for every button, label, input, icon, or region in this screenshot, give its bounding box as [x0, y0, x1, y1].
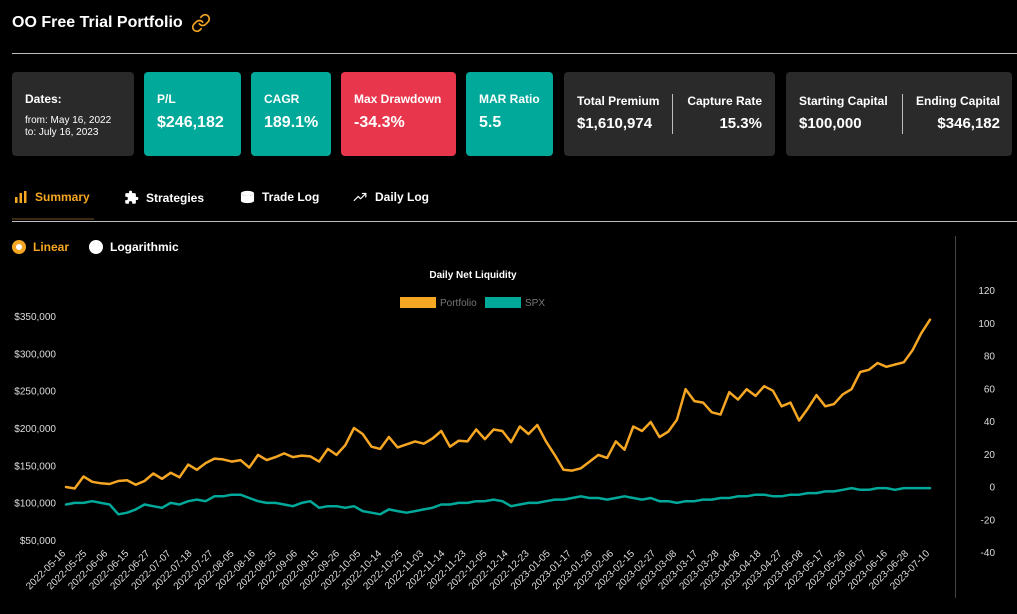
legend-label-spx: SPX — [525, 298, 545, 309]
max-drawdown-value: -34.3% — [354, 114, 405, 131]
cagr-card: CAGR 189.1% — [251, 72, 331, 156]
puzzle-icon — [125, 190, 139, 204]
cagr-label: CAGR — [264, 92, 300, 106]
y-right-tick-label: 0 — [989, 483, 995, 494]
tab-summary[interactable]: Summary — [14, 190, 90, 204]
ending-capital-value: $346,182 — [937, 115, 1000, 132]
tabs-divider — [12, 221, 1017, 222]
radio-linear-dot — [12, 240, 26, 254]
radio-logarithmic[interactable]: Logarithmic — [89, 240, 179, 254]
radio-logarithmic-label: Logarithmic — [110, 240, 179, 254]
max-drawdown-card: Max Drawdown -34.3% — [341, 72, 456, 156]
y-left-tick-label: $350,000 — [14, 312, 56, 323]
dates-label: Dates: — [25, 92, 62, 106]
y-left-tick-label: $200,000 — [14, 424, 56, 435]
total-premium-label: Total Premium — [577, 94, 660, 108]
tab-daily-log-label: Daily Log — [375, 190, 430, 204]
dates-from: from: May 16, 2022 — [25, 115, 112, 126]
tab-strategies-label: Strategies — [146, 190, 205, 205]
database-icon — [240, 190, 255, 204]
tab-summary-label: Summary — [35, 190, 90, 204]
y-right-tick-label: 100 — [978, 319, 995, 330]
page-title: OO Free Trial Portfolio — [12, 14, 183, 31]
y-right-tick-label: 80 — [984, 352, 996, 363]
y-left-tick-label: $50,000 — [20, 536, 57, 547]
trending-up-icon — [353, 192, 367, 202]
pl-label: P/L — [157, 92, 176, 106]
tab-daily-log[interactable]: Daily Log — [352, 190, 429, 204]
y-left-tick-label: $300,000 — [14, 349, 56, 360]
y-axis-left: $50,000 $100,000 $150,000 $200,000 $250,000 $… — [14, 312, 56, 547]
y-right-tick-label: 120 — [978, 286, 995, 297]
page-header: OO Free Trial Portfolio — [12, 10, 211, 36]
pl-value: $246,182 — [157, 114, 224, 131]
tab-bar: Summary Strategies Trade Log Daily Log — [12, 184, 1017, 222]
cagr-value: 189.1% — [264, 114, 319, 131]
capture-rate-label: Capture Rate — [687, 94, 762, 108]
tab-strategies[interactable]: Strategies — [124, 190, 204, 205]
tab-trade-log[interactable]: Trade Log — [240, 190, 319, 204]
mar-ratio-value: 5.5 — [479, 114, 502, 131]
max-drawdown-label: Max Drawdown — [354, 92, 442, 106]
active-tab-indicator — [12, 218, 94, 220]
y-right-tick-label: -40 — [981, 548, 996, 559]
y-right-tick-label: 40 — [984, 417, 996, 428]
radio-linear-label: Linear — [33, 240, 70, 254]
link-icon[interactable] — [191, 13, 211, 33]
chart-series — [64, 318, 932, 516]
y-left-tick-label: $150,000 — [14, 461, 56, 472]
ending-capital: Ending Capital $346,182 — [914, 72, 1000, 156]
starting-capital-value: $100,000 — [799, 115, 862, 132]
legend-swatch-spx[interactable] — [485, 297, 521, 308]
radio-logarithmic-dot — [89, 240, 104, 254]
radio-linear[interactable]: Linear — [12, 240, 69, 254]
mar-ratio-card: MAR Ratio 5.5 — [466, 72, 553, 156]
legend-label-portfolio: Portfolio — [440, 298, 477, 309]
dates-to: to: July 16, 2023 — [25, 127, 99, 138]
y-left-tick-label: $100,000 — [14, 499, 56, 510]
total-premium-value: $1,610,974 — [577, 115, 653, 132]
ending-capital-label: Ending Capital — [916, 94, 1000, 108]
capture-rate-value: 15.3% — [719, 115, 762, 132]
y-right-tick-label: 20 — [984, 450, 996, 461]
starting-capital-label: Starting Capital — [799, 94, 888, 108]
header-divider — [12, 53, 1017, 54]
tab-trade-log-label: Trade Log — [262, 190, 320, 204]
y-right-tick-label: -20 — [981, 515, 996, 526]
series-line-portfolio — [64, 318, 932, 490]
chart-right-divider — [955, 236, 956, 598]
y-right-tick-label: 60 — [984, 384, 996, 395]
net-liquidity-chart: Daily Net Liquidity Portfolio SPX $50,000… — [14, 270, 995, 592]
legend-swatch-portfolio[interactable] — [400, 297, 436, 308]
capital-card: Starting Capital $100,000 Ending Capital… — [786, 72, 1012, 156]
dates-card: Dates: from: May 16, 2022 to: July 16, 2… — [12, 72, 134, 156]
chart-title: Daily Net Liquidity — [429, 270, 517, 281]
premium-divider — [672, 94, 673, 134]
premium-card: Total Premium $1,610,974 Capture Rate 15… — [564, 72, 775, 156]
capture-rate: Capture Rate 15.3% — [682, 72, 762, 156]
stat-cards: Dates: from: May 16, 2022 to: July 16, 2… — [12, 72, 1017, 156]
bar-chart-icon — [15, 191, 27, 203]
x-axis: 2022-05-162022-05-252022-06-062022-06-15… — [24, 548, 932, 592]
y-left-tick-label: $250,000 — [14, 387, 56, 398]
pl-card: P/L $246,182 — [144, 72, 241, 156]
series-line-spx — [64, 486, 932, 516]
scale-toggle: Linear Logarithmic — [12, 240, 179, 254]
mar-ratio-label: MAR Ratio — [479, 92, 540, 106]
capital-divider — [902, 94, 903, 134]
y-axis-right: -40 -20 0 20 40 60 80 100 120 — [978, 286, 995, 559]
chart-legend: Portfolio SPX — [400, 297, 545, 309]
